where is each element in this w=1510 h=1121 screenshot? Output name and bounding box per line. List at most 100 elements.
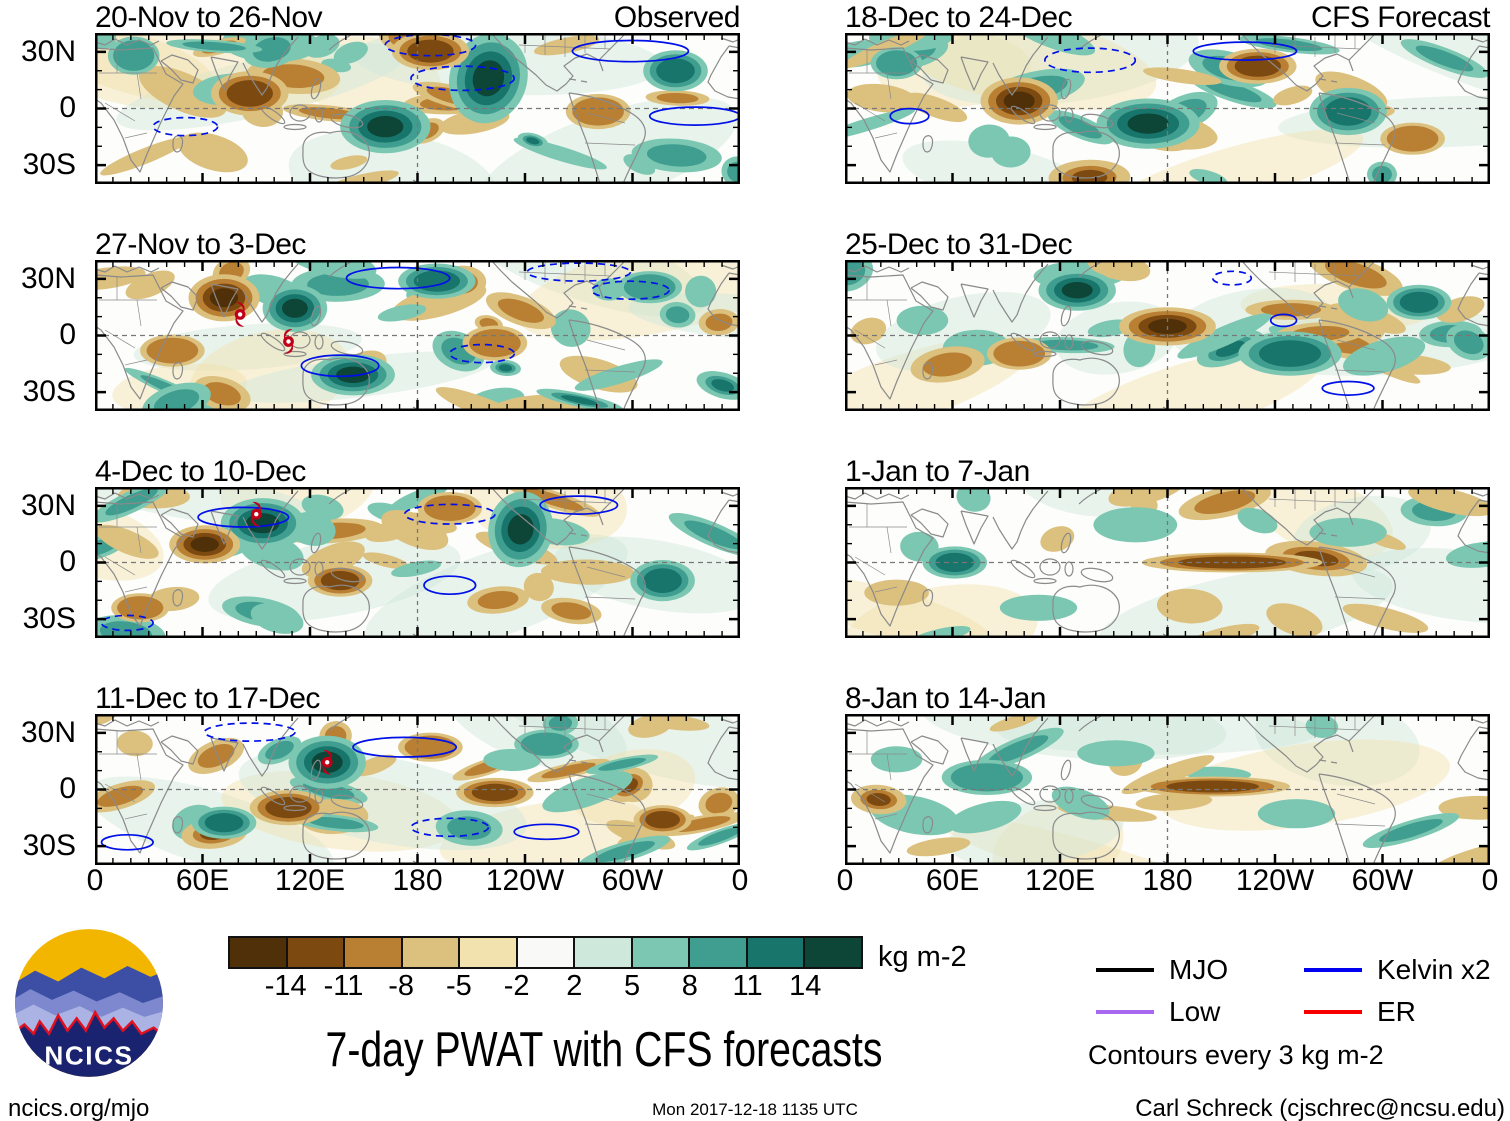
latitude-axis: 30N 0 30S	[0, 487, 84, 638]
map-wrap: 30N 0 30S	[21, 714, 740, 865]
lon-label: 60W	[601, 864, 664, 897]
anomaly-map	[95, 714, 740, 865]
panel-header: 8-Jan to 14-Jan	[845, 683, 1490, 714]
tropical-cyclone-icon	[321, 749, 333, 775]
kelvin-wave-contour	[889, 107, 930, 125]
lat-label-30s: 30S	[22, 602, 76, 635]
lon-label: 0	[836, 864, 854, 897]
colorbar-segment	[517, 938, 574, 967]
legend-item-low: Low	[1096, 998, 1220, 1026]
map-wrap: 30N 0 30S	[21, 260, 740, 411]
colorbar-segment	[345, 938, 401, 967]
legend-label: Low	[1169, 996, 1221, 1027]
longitude-axis-left: 0 60E 120E 180 120W 60W 0	[87, 864, 749, 906]
kelvin-wave-contour	[571, 39, 690, 63]
kelvin-wave-contour	[1269, 313, 1298, 328]
kelvin-wave-contour	[1192, 41, 1298, 61]
map-wrap	[845, 714, 1490, 865]
panel-observed-week4: 11-Dec to 17-Dec 30N 0 30S	[21, 683, 740, 865]
kelvin-wave-contour	[513, 823, 580, 841]
colorbar-segment	[747, 938, 804, 967]
kelvin-wave-contour	[100, 614, 154, 632]
kelvin-wave-contour	[1321, 380, 1375, 396]
axis-ticks	[95, 487, 740, 638]
tropical-cyclone-icon	[283, 329, 294, 354]
anomaly-map	[845, 33, 1490, 184]
colorbar-segment	[805, 938, 862, 967]
panel-observed-week2: 27-Nov to 3-Dec 30N 0 30S	[21, 228, 740, 411]
axis-ticks	[95, 33, 740, 184]
panel-title: 20-Nov to 26-Nov	[95, 1, 323, 34]
panel-title: 18-Dec to 24-Dec	[845, 1, 1073, 34]
ncics-logo-graphic: NCICS	[15, 929, 163, 1077]
footer-url: ncics.org/mjo	[8, 1095, 150, 1121]
colorbar-segment	[575, 938, 631, 967]
panel-header: 4-Dec to 10-Dec	[95, 456, 740, 487]
lat-label-30n: 30N	[20, 716, 76, 749]
panel-title: 27-Nov to 3-Dec	[95, 228, 306, 261]
lat-label-30s: 30S	[22, 829, 76, 862]
kelvin-wave-contour	[648, 106, 740, 126]
footer-timestamp: Mon 2017-12-18 1135 UTC	[652, 1100, 858, 1119]
colorbar-segment	[690, 938, 746, 967]
kelvin-wave-contour	[423, 575, 477, 596]
colorbar-segment	[287, 938, 344, 967]
colorbar-tick-label: 5	[624, 970, 641, 1002]
panel-observed-week1: 20-Nov to 26-Nov Observed 30N 0 30S	[21, 1, 741, 184]
lon-label: 120W	[1235, 864, 1315, 897]
panel-header: 11-Dec to 17-Dec	[95, 683, 740, 714]
map-wrap	[845, 260, 1490, 411]
panel-forecast-week2: 25-Dec to 31-Dec	[845, 229, 1490, 411]
kelvin-wave-contour	[100, 833, 154, 851]
axis-ticks	[845, 260, 1490, 411]
anomaly-map	[95, 487, 740, 638]
colorbar-tick-label: -8	[388, 970, 415, 1002]
kelvin-wave-contour	[152, 116, 219, 137]
colorbar-tick-label: 2	[566, 970, 583, 1002]
legend-label: ER	[1377, 996, 1416, 1027]
latitude-axis: 30N 0 30S	[0, 33, 84, 184]
colorbar	[228, 936, 863, 969]
low-line-swatch	[1096, 1010, 1154, 1014]
lat-label-30n: 30N	[20, 35, 76, 68]
panel-title: 11-Dec to 17-Dec	[95, 682, 320, 715]
colorbar-tick-label: 8	[681, 970, 698, 1002]
axis-ticks	[95, 260, 740, 411]
lat-label-30n: 30N	[20, 489, 76, 522]
kelvin-wave-contour	[300, 354, 380, 378]
colorbar-segment	[460, 938, 516, 967]
lat-label-eq: 0	[59, 772, 76, 805]
colorbar-segment	[402, 938, 459, 967]
panel-title: 1-Jan to 7-Jan	[845, 455, 1030, 488]
wave-legend: MJO Kelvin x2 Low ER Contours every 3 kg…	[1088, 950, 1510, 1080]
axis-ticks	[95, 714, 740, 865]
anomaly-map	[845, 487, 1490, 638]
footer-author: Carl Schreck (cjschrec@ncsu.edu)	[1135, 1095, 1505, 1121]
map-wrap	[845, 33, 1490, 184]
panel-forecast-week4: 8-Jan to 14-Jan	[845, 683, 1490, 865]
map-wrap: 30N 0 30S	[21, 487, 740, 638]
colorbar-tick-label: 11	[732, 970, 763, 1002]
legend-item-er: ER	[1304, 998, 1416, 1026]
latitude-axis: 30N 0 30S	[0, 714, 84, 865]
lat-label-eq: 0	[59, 545, 76, 578]
map-panel-grid: 20-Nov to 26-Nov Observed 30N 0 30S 18-D…	[21, 1, 1491, 865]
lat-label-eq: 0	[59, 91, 76, 124]
kelvin-wave-contour	[410, 65, 516, 92]
lon-label: 60E	[925, 864, 980, 897]
column-annotation-forecast: CFS Forecast	[1310, 1, 1491, 34]
lon-label: 120E	[274, 864, 346, 897]
colorbar-tick-label: -2	[503, 970, 530, 1002]
panel-title: 8-Jan to 14-Jan	[845, 682, 1046, 715]
legend-label: Kelvin x2	[1377, 954, 1491, 985]
ncics-logo-text: NCICS	[44, 1041, 133, 1071]
map-wrap	[845, 487, 1490, 638]
kelvin-wave-contour	[1044, 47, 1137, 74]
lat-label-30n: 30N	[20, 262, 76, 295]
lon-label: 0	[731, 864, 749, 897]
kelvin-wave-contour	[197, 506, 290, 528]
column-annotation-observed: Observed	[613, 1, 741, 34]
kelvin-line-swatch	[1304, 968, 1362, 972]
lat-label-30s: 30S	[22, 148, 76, 181]
